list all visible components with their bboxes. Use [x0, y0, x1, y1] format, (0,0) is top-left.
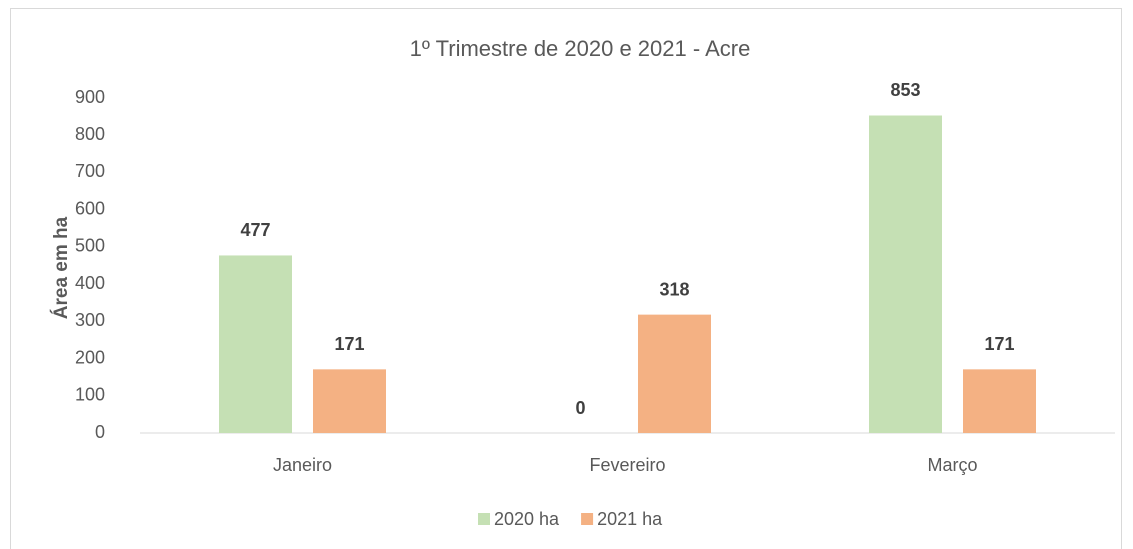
x-tick-label: Fevereiro: [589, 455, 665, 475]
data-label: 477: [240, 220, 270, 240]
data-label: 853: [890, 80, 920, 100]
y-tick-label: 900: [75, 87, 105, 107]
y-tick-label: 300: [75, 310, 105, 330]
legend-swatch: [581, 513, 594, 525]
legend-swatch: [478, 513, 490, 525]
x-tick-label: Janeiro: [273, 455, 332, 475]
y-tick-label: 500: [75, 236, 105, 256]
y-tick-label: 700: [75, 161, 105, 181]
data-label: 171: [334, 334, 364, 354]
bar: [638, 314, 711, 433]
legend-label: 2021 ha: [597, 509, 663, 529]
data-label: 0: [575, 398, 585, 418]
y-tick-label: 200: [75, 347, 105, 367]
x-tick-label: Março: [927, 455, 977, 475]
data-label: 171: [984, 334, 1014, 354]
y-tick-label: 800: [75, 124, 105, 144]
y-tick-label: 100: [75, 385, 105, 405]
y-tick-label: 400: [75, 273, 105, 293]
bar: [963, 369, 1036, 433]
bar: [313, 369, 386, 433]
bar: [869, 115, 942, 433]
bar: [219, 255, 292, 433]
y-axis-label: Área em ha: [50, 216, 72, 319]
legend-label: 2020 ha: [494, 509, 560, 529]
data-label: 318: [659, 279, 689, 299]
y-tick-label: 600: [75, 198, 105, 218]
chart-title: 1º Trimestre de 2020 e 2021 - Acre: [410, 36, 751, 61]
y-tick-label: 0: [95, 422, 105, 442]
